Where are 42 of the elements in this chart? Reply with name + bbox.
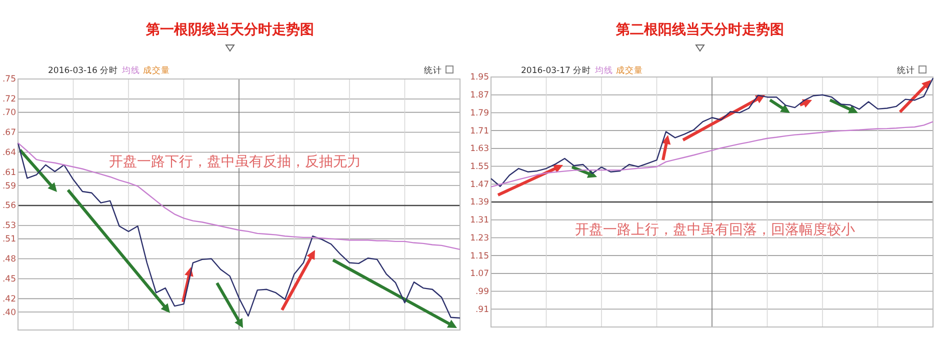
y-tick-label: .70 — [2, 108, 16, 118]
y-tick-label: 1.71 — [470, 126, 489, 136]
y-tick-label: .45 — [2, 274, 16, 284]
y-tick-label: 1.87 — [470, 90, 489, 101]
y-tick-label: 1.63 — [470, 144, 489, 154]
y-tick-label: 1.79 — [470, 108, 489, 118]
y-tick-label: 1.31 — [470, 216, 489, 226]
text: 统计 — [897, 65, 915, 76]
y-tick-label: .99 — [475, 287, 489, 298]
y-tick-label: 1.47 — [470, 180, 489, 190]
y-tick-label: 1.23 — [470, 233, 489, 244]
y-tick-label: 1.95 — [470, 72, 489, 83]
chart-subtitle: 2016-03-16 分时 — [48, 65, 118, 76]
y-tick-label: .51 — [2, 234, 16, 245]
text: 统计 — [424, 65, 442, 76]
y-tick-label: .64 — [2, 148, 16, 158]
line-series — [490, 121, 934, 188]
line-series — [17, 142, 461, 319]
chart-title: 第二根阳线当天分时走势图 — [615, 22, 784, 38]
y-tick-label: 1.55 — [470, 162, 489, 172]
line-series — [17, 142, 461, 250]
y-tick-label: 1.39 — [470, 198, 489, 208]
y-tick-label: .56 — [2, 201, 16, 212]
y-tick-label: 1.15 — [470, 251, 489, 262]
y-tick-label: .48 — [2, 254, 16, 264]
y-tick-label: .75 — [2, 74, 16, 85]
text: 成交量 — [143, 65, 170, 76]
y-tick-label: 1.07 — [470, 269, 489, 280]
y-tick-label: .67 — [2, 128, 16, 138]
y-tick-label: .59 — [2, 181, 16, 192]
text: 成交量 — [616, 65, 644, 76]
y-tick-label: .53 — [2, 221, 16, 232]
chart-title: 第一根阴线当天分时走势图 — [145, 22, 314, 38]
text: 均线 — [121, 65, 140, 76]
y-tick-label: .72 — [2, 94, 16, 105]
line-series — [490, 78, 934, 187]
chart-subtitle: 2016-03-17 分时 — [521, 65, 592, 76]
y-tick-label: .42 — [2, 294, 16, 304]
y-tick-label: .91 — [475, 304, 489, 315]
y-tick-label: .40 — [2, 308, 16, 318]
text: 均线 — [594, 65, 614, 76]
y-tick-label: .61 — [2, 168, 16, 178]
